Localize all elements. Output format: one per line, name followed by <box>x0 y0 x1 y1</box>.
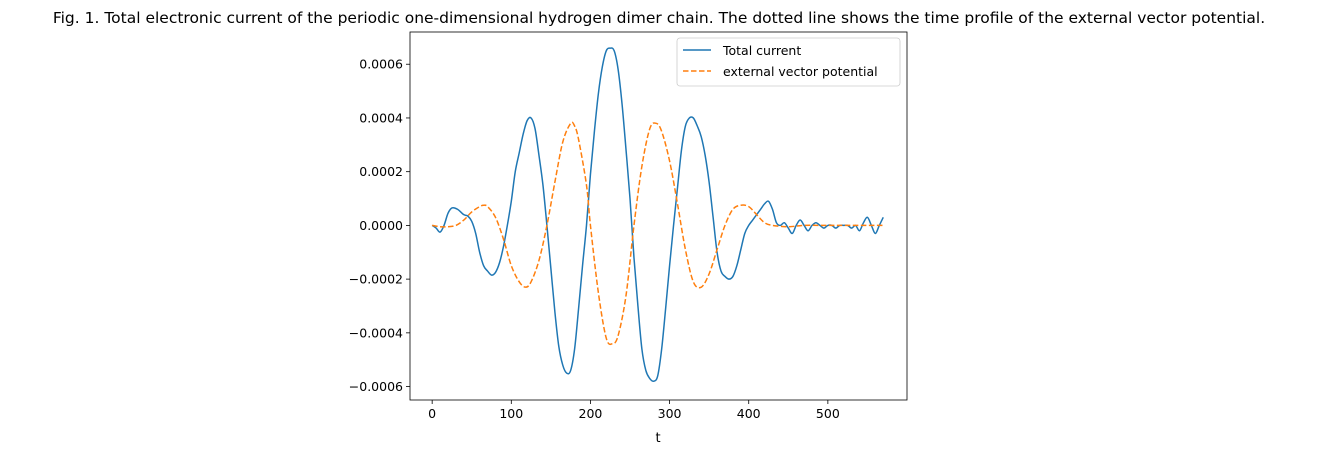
legend-box <box>676 37 901 87</box>
y-tick-label: 0.0006 <box>359 57 403 72</box>
plot-area: −0.0006 −0.0004 −0.0002 0.0000 0.0002 0.0004 0… <box>349 31 908 421</box>
legend-label-external-vector-potential: external vector potential <box>723 64 878 79</box>
y-tick-label: 0.0002 <box>359 164 403 179</box>
x-axis-label: t <box>655 431 660 446</box>
x-tick-label: 500 <box>816 406 840 421</box>
series-line-total-current <box>431 47 884 383</box>
x-tick-label: 300 <box>658 406 682 421</box>
x-tick-label: 100 <box>499 406 523 421</box>
y-tick-label: −0.0002 <box>349 272 403 287</box>
x-tick-label: 400 <box>737 406 761 421</box>
plot-frame <box>409 31 908 401</box>
y-tick-label: −0.0006 <box>349 379 403 394</box>
chart-title: Fig. 1. Total electronic current of the … <box>53 9 1265 27</box>
series-line-external-vector-potential <box>432 121 884 346</box>
legend: Total current external vector potential <box>676 37 901 87</box>
x-tick-label: 0 <box>428 406 436 421</box>
y-tick-label: 0.0004 <box>359 110 403 125</box>
x-tick-label: 200 <box>579 406 603 421</box>
y-tick-label: −0.0004 <box>349 325 403 340</box>
x-axis-ticks: 0 100 200 300 400 500 <box>428 400 840 421</box>
y-tick-label: 0.0000 <box>359 218 403 233</box>
plot-background <box>410 32 907 400</box>
series-layer <box>431 47 884 383</box>
y-axis-ticks: −0.0006 −0.0004 −0.0002 0.0000 0.0002 0.0004 0… <box>349 57 410 394</box>
legend-label-total-current: Total current <box>722 43 801 58</box>
